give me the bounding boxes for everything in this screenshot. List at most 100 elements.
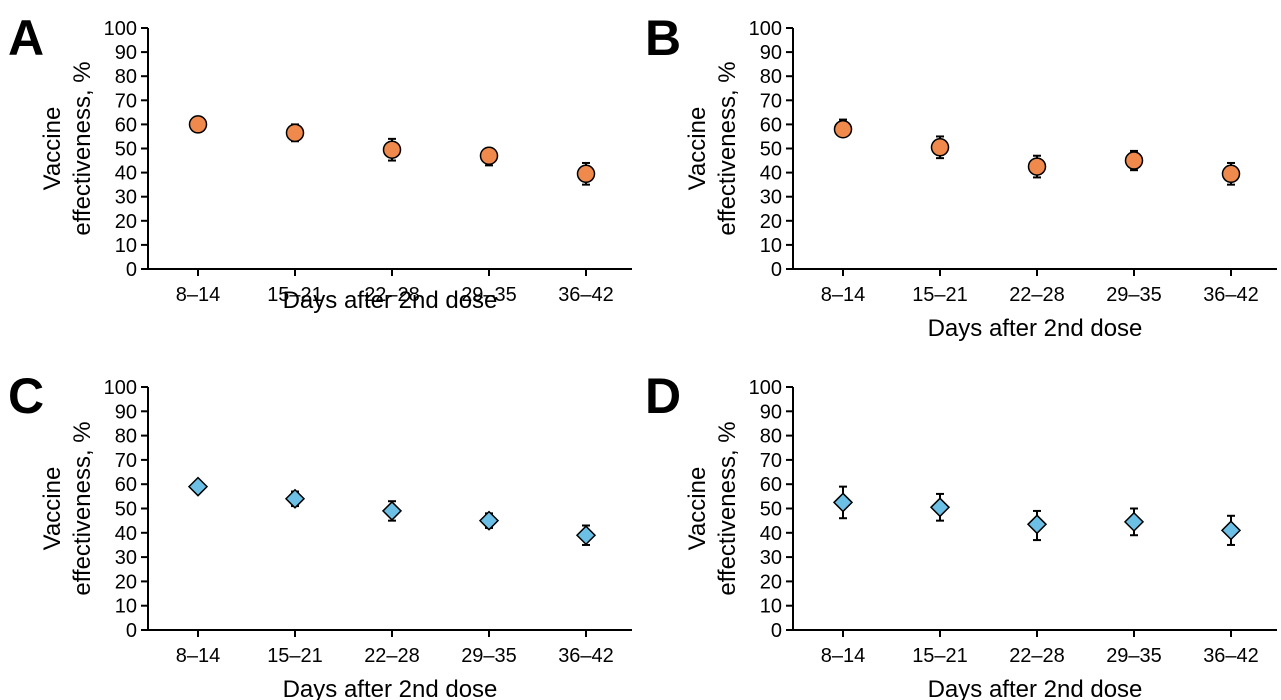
- y-tick-label: 40: [115, 523, 137, 545]
- x-axis-label: Days after 2nd dose: [283, 676, 498, 700]
- y-tick-label: 70: [115, 90, 137, 112]
- y-tick-label: 90: [760, 42, 782, 64]
- y-tick-label: 90: [760, 401, 782, 423]
- y-tick-label: 30: [115, 187, 137, 209]
- x-tick-label: 15–21: [912, 645, 968, 667]
- x-tick-label: 36–42: [1203, 284, 1259, 306]
- x-tick-label: 36–42: [1203, 645, 1259, 667]
- y-tick-label: 30: [760, 547, 782, 569]
- data-point: [833, 119, 853, 139]
- y-tick-label: 90: [115, 401, 137, 423]
- y-axis-label: effectiveness, %: [714, 61, 741, 235]
- y-tick-label: 60: [115, 474, 137, 496]
- y-tick-label: 30: [760, 187, 782, 209]
- y-tick-label: 60: [760, 114, 782, 136]
- y-tick-label: 40: [760, 163, 782, 185]
- y-axis-label: Vaccine: [39, 467, 66, 551]
- y-axis-label: effectiveness, %: [69, 61, 96, 235]
- y-tick-label: 10: [115, 596, 137, 618]
- data-point: [929, 497, 951, 518]
- data-point: [1123, 511, 1145, 532]
- panel-letter: D: [645, 368, 681, 424]
- data-point: [575, 525, 597, 546]
- x-tick-label: 8–14: [821, 284, 866, 306]
- x-axis-label: Days after 2nd dose: [928, 315, 1143, 342]
- y-tick-label: 10: [115, 235, 137, 257]
- y-tick-label: 20: [115, 211, 137, 233]
- x-axis-label: Days after 2nd dose: [283, 287, 498, 314]
- data-point: [930, 138, 950, 157]
- y-tick-label: 90: [115, 42, 137, 64]
- y-tick-label: 20: [760, 211, 782, 233]
- x-tick-label: 36–42: [558, 284, 614, 306]
- y-tick-label: 60: [760, 474, 782, 496]
- data-point: [832, 492, 854, 513]
- data-point: [576, 164, 596, 184]
- x-tick-label: 22–28: [1009, 645, 1065, 667]
- y-tick-label: 50: [760, 139, 782, 161]
- data-point: [382, 140, 402, 159]
- y-axis-label: effectiveness, %: [714, 421, 741, 595]
- x-tick-label: 8–14: [176, 284, 221, 306]
- x-tick-label: 15–21: [267, 645, 323, 667]
- x-tick-label: 29–35: [1106, 645, 1162, 667]
- y-tick-label: 60: [115, 114, 137, 136]
- data-point: [1220, 520, 1242, 541]
- panel-letter: C: [8, 368, 44, 424]
- y-tick-label: 100: [749, 18, 782, 40]
- y-axis-label: Vaccine: [684, 467, 711, 551]
- y-tick-label: 20: [760, 571, 782, 593]
- data-point: [381, 500, 403, 521]
- y-tick-label: 70: [760, 450, 782, 472]
- y-tick-label: 70: [760, 90, 782, 112]
- data-point: [1026, 514, 1048, 535]
- x-tick-label: 29–35: [1106, 284, 1162, 306]
- data-point: [1124, 151, 1144, 170]
- panel-letter: B: [645, 10, 681, 66]
- data-point: [1027, 157, 1047, 176]
- y-tick-label: 50: [115, 499, 137, 521]
- y-axis-label: effectiveness, %: [69, 421, 96, 595]
- y-tick-label: 50: [115, 139, 137, 161]
- data-point: [1221, 164, 1241, 184]
- x-tick-label: 29–35: [461, 645, 517, 667]
- y-tick-label: 10: [760, 596, 782, 618]
- x-tick-label: 8–14: [821, 645, 866, 667]
- y-axis-label: Vaccine: [684, 107, 711, 191]
- data-point: [187, 476, 209, 497]
- y-tick-label: 0: [771, 620, 782, 642]
- x-tick-label: 8–14: [176, 645, 221, 667]
- y-tick-label: 100: [104, 377, 137, 399]
- data-point: [479, 146, 499, 165]
- data-point: [285, 123, 305, 143]
- x-tick-label: 22–28: [364, 284, 420, 306]
- y-tick-label: 0: [771, 259, 782, 281]
- x-tick-label: 22–28: [1009, 284, 1065, 306]
- y-tick-label: 20: [115, 571, 137, 593]
- y-tick-label: 40: [760, 523, 782, 545]
- x-axis-label: Days after 2nd dose: [928, 676, 1143, 700]
- x-tick-label: 29–35: [461, 284, 517, 306]
- y-tick-label: 100: [104, 18, 137, 40]
- y-tick-label: 100: [749, 377, 782, 399]
- data-point: [188, 115, 208, 134]
- y-tick-label: 80: [115, 426, 137, 448]
- y-axis-label: Vaccine: [39, 107, 66, 191]
- x-tick-label: 15–21: [267, 284, 323, 306]
- x-tick-label: 36–42: [558, 645, 614, 667]
- y-tick-label: 80: [115, 66, 137, 88]
- y-tick-label: 0: [126, 620, 137, 642]
- y-tick-label: 70: [115, 450, 137, 472]
- x-tick-label: 22–28: [364, 645, 420, 667]
- panel-letter: A: [8, 10, 44, 66]
- y-tick-label: 0: [126, 259, 137, 281]
- y-tick-label: 10: [760, 235, 782, 257]
- y-tick-label: 40: [115, 163, 137, 185]
- y-tick-label: 30: [115, 547, 137, 569]
- y-tick-label: 80: [760, 66, 782, 88]
